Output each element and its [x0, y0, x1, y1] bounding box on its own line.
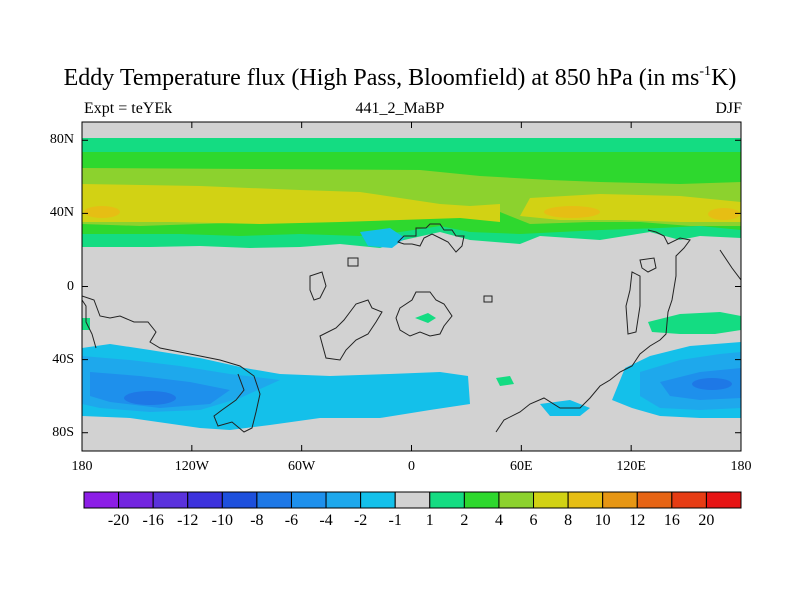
nh-max-pacific	[708, 208, 740, 220]
case-label: 441_2_MaBP	[355, 100, 445, 117]
sh-max-east	[692, 378, 732, 390]
colorbar-swatch-5	[256, 491, 292, 509]
colorbar-swatch-2	[152, 491, 189, 509]
colorbar-label-17: 20	[698, 512, 715, 529]
x-tick-label-1: 120W	[174, 459, 209, 474]
coast-west-edge	[82, 299, 97, 349]
colorbar-label-14: 10	[594, 512, 611, 529]
colorbar-label-3: -10	[211, 512, 233, 529]
colorbar-swatch-17	[671, 491, 707, 509]
colorbar-label-5: -6	[284, 512, 299, 529]
coast-islands-east	[625, 257, 657, 335]
colorbar-swatch-0	[83, 491, 120, 509]
colorbar-label-8: -1	[388, 512, 402, 529]
patch-indian-ocean	[496, 376, 514, 386]
title-end: K)	[711, 65, 737, 91]
title-main: Eddy Temperature flux (High Pass, Bloomf…	[63, 65, 700, 91]
colorbar-label-9: 1	[425, 512, 434, 529]
colorbar-swatch-16	[636, 491, 673, 509]
title-exponent: -1	[699, 64, 712, 79]
coast-north-islands	[347, 257, 493, 303]
y-tick-label-40N: 40N	[49, 205, 74, 221]
y-tick-label-40S: 40S	[52, 351, 74, 367]
x-tick-label-0: 180	[71, 459, 93, 474]
colorbar-label-1: -16	[142, 512, 164, 529]
coast-pacific-east	[719, 249, 741, 281]
colorbar-label-4: -8	[250, 512, 264, 529]
colorbar-swatch-7	[325, 491, 362, 509]
nh-light-blue-patch	[360, 228, 405, 248]
x-tick-label-3: 0	[408, 459, 415, 474]
plot-title: Eddy Temperature flux (High Pass, Bloomf…	[0, 64, 800, 92]
colorbar-label-15: 12	[629, 512, 646, 529]
colorbar-label-13: 8	[564, 512, 573, 529]
colorbar-swatch-14	[567, 491, 604, 509]
colorbar-label-6: -4	[319, 512, 333, 529]
sh-max-pacific	[124, 391, 176, 405]
coastlines	[82, 223, 741, 433]
y-ticks	[82, 139, 741, 434]
colorbar-swatch-15	[602, 491, 638, 509]
colorbar-swatch-6	[290, 491, 327, 509]
colorbar-swatch-11	[463, 491, 500, 509]
colorbar-swatch-3	[187, 491, 223, 509]
x-tick-label-4: 60E	[510, 459, 533, 474]
y-tick-label-80S: 80S	[52, 424, 74, 440]
colorbar-swatch-1	[118, 491, 154, 509]
x-tick-label-5: 120E	[616, 459, 646, 474]
nh-max-asia	[544, 206, 600, 218]
colorbar-swatch-8	[360, 491, 396, 509]
colorbar-label-12: 6	[529, 512, 538, 529]
colorbar-swatch-18	[705, 491, 742, 509]
nh-band-6	[82, 184, 500, 224]
colorbar-label-0: -20	[107, 512, 130, 529]
x-tick-label-2: 60W	[288, 459, 316, 474]
season-label: DJF	[715, 100, 742, 117]
coast-west-pacific	[82, 295, 261, 433]
colorbar-label-16: 16	[663, 512, 680, 529]
coast-africa	[395, 291, 453, 337]
colorbar-label-7: -2	[353, 512, 368, 529]
coast-europe	[397, 223, 465, 253]
x-tick-label-6: 180	[730, 459, 752, 474]
x-ticks	[81, 122, 742, 451]
map-field	[82, 122, 741, 451]
colorbar	[83, 491, 742, 509]
colorbar-swatch-13	[533, 491, 569, 509]
colorbar-label-2: -12	[177, 512, 199, 529]
experiment-label: Expt = teYEk	[84, 100, 173, 117]
y-tick-label-80N: 80N	[49, 132, 74, 148]
nh-max-atlantic	[84, 206, 120, 218]
colorbar-swatch-10	[429, 491, 465, 509]
y-tick-label-0: 0	[67, 278, 74, 294]
patch-india	[648, 312, 741, 334]
colorbar-swatch-4	[221, 491, 258, 509]
colorbar-swatch-12	[498, 491, 535, 509]
coast-east-asia	[495, 229, 691, 433]
colorbar-swatch-9	[394, 491, 431, 509]
coast-samerica	[309, 271, 383, 361]
colorbar-label-11: 4	[494, 512, 503, 529]
colorbar-label-10: 2	[460, 512, 469, 529]
patch-africa	[415, 313, 436, 323]
